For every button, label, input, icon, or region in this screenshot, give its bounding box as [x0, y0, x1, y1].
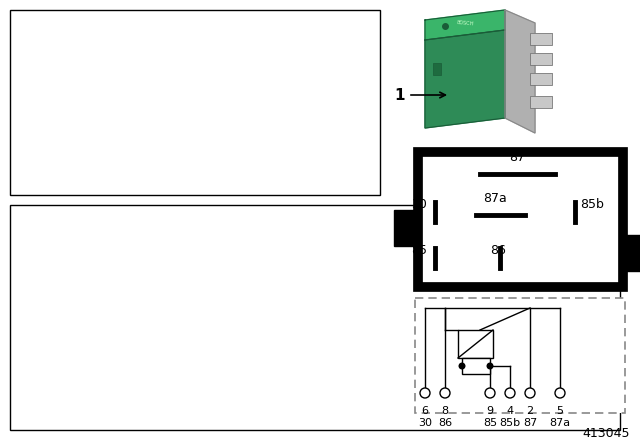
Circle shape: [505, 388, 515, 398]
Text: 85b: 85b: [580, 198, 604, 211]
Bar: [415, 298, 625, 413]
Circle shape: [440, 388, 450, 398]
Text: 86: 86: [490, 244, 506, 257]
Bar: [433, 63, 441, 75]
Text: 86: 86: [438, 418, 452, 428]
Text: 87a: 87a: [549, 418, 571, 428]
Bar: [462, 358, 490, 374]
Circle shape: [486, 362, 493, 370]
Polygon shape: [425, 10, 505, 40]
Text: 8: 8: [442, 406, 449, 416]
Text: 4: 4: [506, 406, 513, 416]
Text: 85: 85: [483, 418, 497, 428]
Text: BOSCH: BOSCH: [456, 20, 474, 26]
Bar: [530, 33, 552, 45]
Bar: [530, 53, 552, 65]
Bar: [623, 235, 640, 271]
Text: 30: 30: [418, 418, 432, 428]
Bar: [418, 152, 623, 287]
Text: 1: 1: [395, 87, 405, 103]
Text: 85b: 85b: [499, 418, 520, 428]
Text: 87a: 87a: [483, 192, 507, 205]
Circle shape: [485, 388, 495, 398]
Text: 87: 87: [523, 418, 537, 428]
Bar: [10, 10, 380, 195]
Text: 87: 87: [509, 151, 525, 164]
Bar: [530, 73, 552, 85]
Bar: [394, 210, 418, 246]
Text: 6: 6: [422, 406, 429, 416]
Bar: [458, 330, 493, 358]
Text: 30: 30: [411, 198, 427, 211]
Bar: [10, 205, 620, 430]
Circle shape: [458, 362, 465, 370]
Circle shape: [420, 388, 430, 398]
Polygon shape: [425, 30, 505, 128]
Polygon shape: [505, 10, 535, 133]
Text: 9: 9: [486, 406, 493, 416]
Text: 85: 85: [411, 244, 427, 257]
Text: 5: 5: [557, 406, 563, 416]
Circle shape: [525, 388, 535, 398]
Circle shape: [555, 388, 565, 398]
Text: 413045: 413045: [582, 427, 630, 440]
Bar: [530, 96, 552, 108]
Text: 2: 2: [527, 406, 534, 416]
